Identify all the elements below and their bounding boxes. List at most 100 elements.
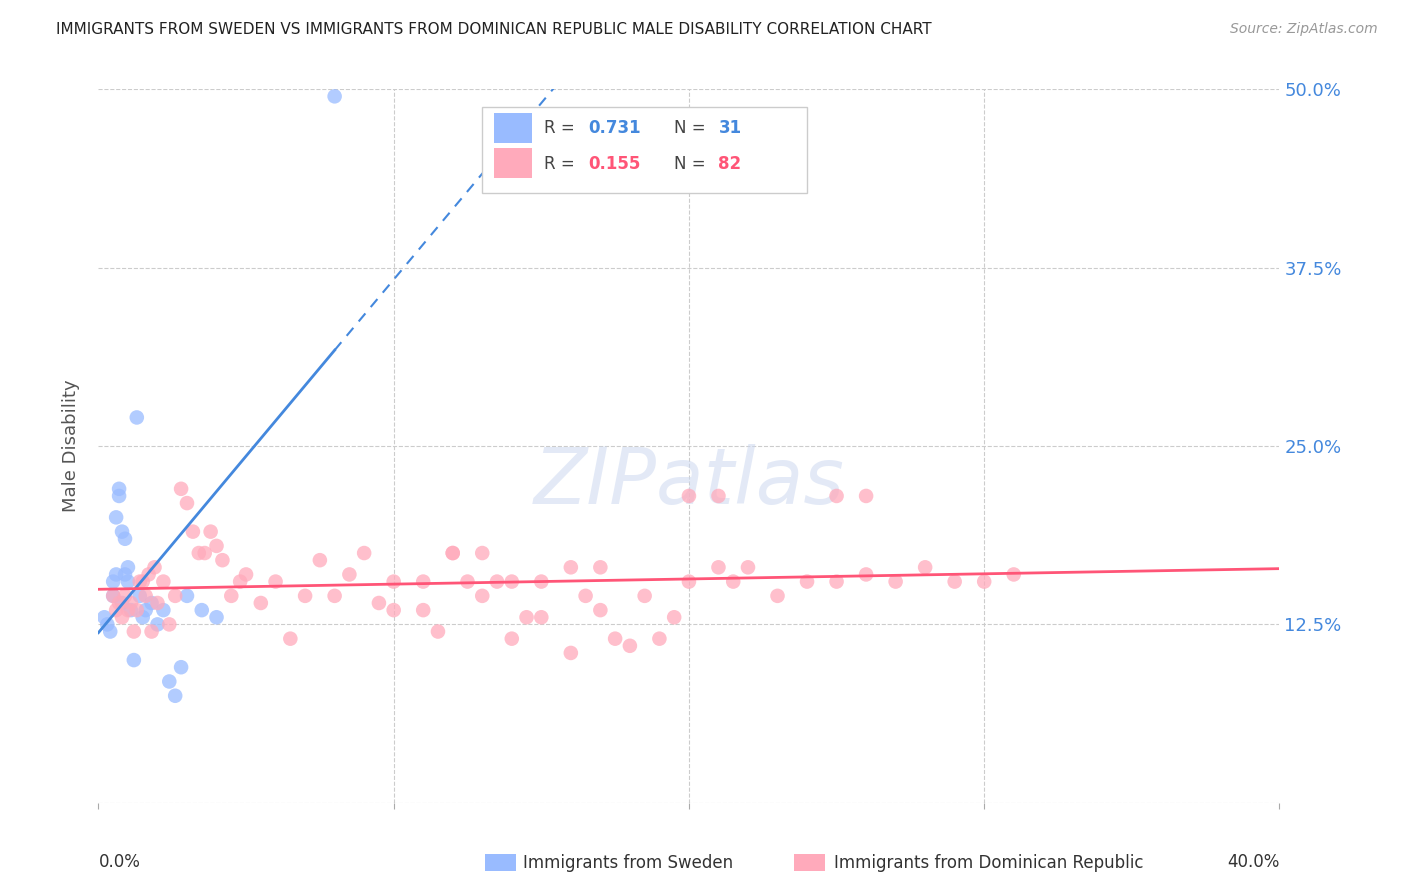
Point <box>108 489 131 503</box>
Point <box>619 639 641 653</box>
Point <box>530 610 553 624</box>
Point <box>678 574 700 589</box>
Point <box>157 617 180 632</box>
Point <box>973 574 995 589</box>
Point <box>884 574 907 589</box>
Point <box>125 410 148 425</box>
Point <box>143 560 166 574</box>
Point <box>589 603 612 617</box>
Point <box>943 574 966 589</box>
Point <box>114 567 136 582</box>
Point <box>250 596 273 610</box>
Point <box>914 560 936 574</box>
Point <box>132 574 155 589</box>
Point <box>501 574 523 589</box>
Point <box>120 596 142 610</box>
Point <box>205 610 228 624</box>
Point <box>128 574 150 589</box>
Text: IMMIGRANTS FROM SWEDEN VS IMMIGRANTS FROM DOMINICAN REPUBLIC MALE DISABILITY COR: IMMIGRANTS FROM SWEDEN VS IMMIGRANTS FRO… <box>56 22 932 37</box>
Point <box>382 574 405 589</box>
Text: 0.155: 0.155 <box>589 155 641 173</box>
Point <box>111 596 134 610</box>
Point <box>108 482 131 496</box>
Point <box>117 574 139 589</box>
Point <box>176 496 198 510</box>
Y-axis label: Male Disability: Male Disability <box>62 380 80 512</box>
Point <box>855 489 877 503</box>
Point <box>678 489 700 503</box>
Text: Immigrants from Sweden: Immigrants from Sweden <box>523 854 733 871</box>
Point <box>152 603 174 617</box>
Point <box>560 560 582 574</box>
Point <box>122 624 145 639</box>
Point <box>825 489 848 503</box>
Text: 0.0%: 0.0% <box>98 853 141 871</box>
Point <box>471 589 494 603</box>
Point <box>187 546 209 560</box>
Point <box>165 589 187 603</box>
Point <box>486 574 509 589</box>
Point <box>412 603 434 617</box>
Point <box>105 603 128 617</box>
Point <box>170 660 193 674</box>
Text: 31: 31 <box>718 120 741 137</box>
Point <box>135 603 157 617</box>
Point <box>114 589 136 603</box>
Point <box>211 553 233 567</box>
Text: Source: ZipAtlas.com: Source: ZipAtlas.com <box>1230 22 1378 37</box>
Point <box>707 489 730 503</box>
Point <box>103 589 125 603</box>
Bar <box>494 148 531 178</box>
Point <box>309 553 332 567</box>
Point <box>278 632 302 646</box>
Point <box>796 574 818 589</box>
Point <box>122 653 145 667</box>
Point <box>138 567 160 582</box>
Point <box>219 589 242 603</box>
Bar <box>494 112 531 143</box>
Point <box>707 560 730 574</box>
Point <box>125 603 148 617</box>
Text: 40.0%: 40.0% <box>1227 853 1279 871</box>
Point <box>117 603 139 617</box>
Point <box>105 510 128 524</box>
Text: 0.731: 0.731 <box>589 120 641 137</box>
Point <box>141 596 163 610</box>
Point <box>766 589 789 603</box>
Point <box>98 624 121 639</box>
Point <box>441 546 464 560</box>
Point <box>157 674 180 689</box>
Point <box>165 689 187 703</box>
Point <box>294 589 316 603</box>
Point <box>737 560 759 574</box>
Point <box>574 589 596 603</box>
Point <box>117 560 139 574</box>
Point <box>152 574 174 589</box>
Point <box>323 589 346 603</box>
Point <box>501 632 523 646</box>
Point <box>229 574 252 589</box>
Point <box>441 546 464 560</box>
Point <box>111 610 134 624</box>
Text: Immigrants from Dominican Republic: Immigrants from Dominican Republic <box>834 854 1143 871</box>
Point <box>93 610 115 624</box>
Point <box>96 617 118 632</box>
Text: N =: N = <box>673 120 710 137</box>
Point <box>105 567 128 582</box>
Point <box>855 567 877 582</box>
Point <box>368 596 391 610</box>
Point <box>194 546 217 560</box>
Point <box>723 574 745 589</box>
Point <box>170 482 193 496</box>
Point <box>114 532 136 546</box>
Point <box>412 574 434 589</box>
Point <box>176 589 198 603</box>
Point <box>146 596 169 610</box>
Point <box>1002 567 1025 582</box>
Point <box>108 596 131 610</box>
Point <box>205 539 228 553</box>
Point <box>633 589 655 603</box>
Point <box>648 632 671 646</box>
Point <box>191 603 214 617</box>
Point <box>427 624 450 639</box>
